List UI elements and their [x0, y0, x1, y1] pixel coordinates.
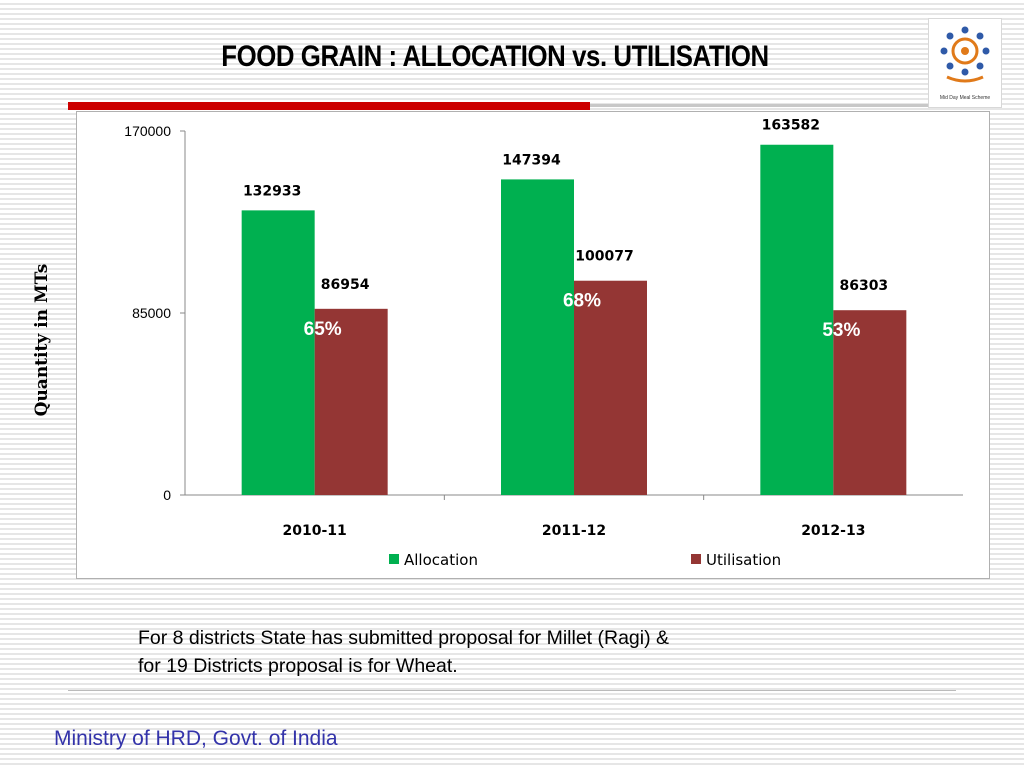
bar-chart: 0 85000 170000 132933 86954 65% 2010-11 147394 1… — [124, 118, 963, 569]
title-underline-red — [68, 102, 590, 110]
note-text: For 8 districts State has submitted prop… — [138, 624, 858, 680]
utilisation-bar — [314, 308, 388, 495]
y-tick-label: 170000 — [124, 123, 171, 139]
x-tick-label: 2011-12 — [542, 523, 606, 539]
note-line-2: for 19 Districts proposal is for Wheat. — [138, 655, 458, 677]
utilisation-data-label: 100077 — [575, 249, 633, 265]
utilisation-percent-label: 53% — [822, 320, 860, 341]
allocation-bar — [760, 144, 834, 495]
utilisation-data-label: 86954 — [321, 277, 370, 293]
mid-day-meal-logo: Mid Day Meal Scheme — [928, 18, 1002, 108]
page-title: FOOD GRAIN : ALLOCATION vs. UTILISATION — [221, 40, 769, 73]
utilisation-percent-label: 68% — [563, 291, 601, 312]
utilisation-percent-label: 65% — [304, 319, 342, 340]
legend-swatch-utilisation — [691, 554, 701, 564]
footer-divider — [68, 690, 956, 691]
logo-emblem-icon — [940, 26, 990, 83]
title-underline-grey — [590, 104, 928, 107]
y-tick-label: 85000 — [132, 305, 171, 321]
legend-label-allocation: Allocation — [404, 551, 478, 569]
allocation-bar — [501, 179, 574, 495]
logo-caption: Mid Day Meal Scheme — [939, 95, 991, 101]
footer-text: Ministry of HRD, Govt. of India — [54, 727, 338, 750]
legend-label-utilisation: Utilisation — [706, 551, 781, 569]
legend-swatch-allocation — [389, 554, 399, 564]
y-tick-label: 0 — [163, 487, 171, 503]
allocation-data-label: 147394 — [502, 152, 561, 168]
allocation-data-label: 163582 — [762, 118, 820, 134]
utilisation-bar — [574, 280, 647, 495]
note-line-1: For 8 districts State has submitted prop… — [138, 627, 670, 649]
utilisation-data-label: 86303 — [839, 278, 888, 294]
chart-area: 0 85000 170000 132933 86954 65% 2010-11 147394 1… — [76, 111, 990, 579]
allocation-data-label: 132933 — [243, 183, 301, 199]
utilisation-bar — [833, 310, 907, 495]
x-tick-label: 2012-13 — [801, 523, 865, 539]
y-axis-label: Quantity in MTs — [32, 263, 52, 417]
allocation-bar — [241, 210, 315, 495]
x-tick-label: 2010-11 — [283, 523, 347, 539]
